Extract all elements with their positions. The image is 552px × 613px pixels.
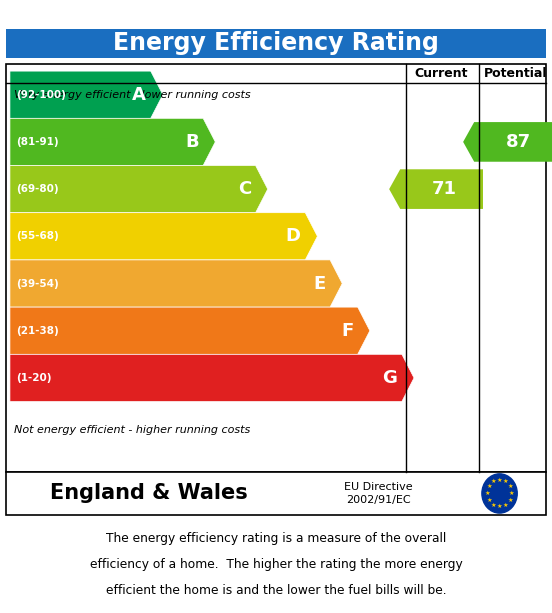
Polygon shape: [10, 118, 215, 166]
Text: Potential: Potential: [484, 67, 548, 80]
Text: A: A: [132, 86, 146, 104]
Bar: [6, 29, 546, 58]
Text: 71: 71: [432, 180, 457, 198]
Text: Not energy efficient - higher running costs: Not energy efficient - higher running co…: [14, 425, 250, 435]
Text: efficiency of a home.  The higher the rating the more energy: efficiency of a home. The higher the rat…: [89, 558, 463, 571]
Polygon shape: [463, 122, 552, 162]
Text: F: F: [341, 322, 353, 340]
Polygon shape: [10, 354, 414, 402]
Text: Energy Efficiency Rating: Energy Efficiency Rating: [113, 31, 439, 55]
Text: ★: ★: [507, 484, 513, 489]
Bar: [6, 472, 546, 515]
Text: (69-80): (69-80): [17, 184, 59, 194]
Text: The energy efficiency rating is a measure of the overall: The energy efficiency rating is a measur…: [106, 532, 446, 545]
Polygon shape: [10, 166, 268, 213]
Text: EU Directive
2002/91/EC: EU Directive 2002/91/EC: [344, 482, 412, 505]
Text: ★: ★: [491, 503, 496, 508]
Text: ★: ★: [486, 498, 492, 503]
Polygon shape: [10, 213, 317, 260]
Text: (55-68): (55-68): [17, 231, 59, 242]
Circle shape: [482, 474, 517, 513]
Text: Very energy efficient - lower running costs: Very energy efficient - lower running co…: [14, 90, 251, 100]
Text: (81-91): (81-91): [17, 137, 59, 147]
Text: England & Wales: England & Wales: [50, 484, 248, 503]
Text: ★: ★: [503, 503, 508, 508]
Text: ★: ★: [497, 478, 502, 482]
Bar: [6, 64, 546, 472]
Text: Current: Current: [415, 67, 468, 80]
Text: 87: 87: [506, 133, 531, 151]
Text: D: D: [286, 227, 301, 245]
Polygon shape: [10, 260, 342, 307]
Text: ★: ★: [507, 498, 513, 503]
Polygon shape: [10, 71, 163, 118]
Text: ★: ★: [491, 479, 496, 484]
Text: ★: ★: [509, 491, 514, 496]
Text: ★: ★: [503, 479, 508, 484]
Text: E: E: [314, 275, 326, 292]
Text: (39-54): (39-54): [17, 278, 59, 289]
Text: ★: ★: [497, 504, 502, 509]
Text: ★: ★: [486, 484, 492, 489]
Text: B: B: [185, 133, 199, 151]
Text: (92-100): (92-100): [17, 89, 66, 100]
Text: C: C: [238, 180, 251, 198]
Text: (1-20): (1-20): [17, 373, 52, 383]
Polygon shape: [10, 307, 370, 354]
Text: efficient the home is and the lower the fuel bills will be.: efficient the home is and the lower the …: [105, 584, 447, 596]
Text: ★: ★: [485, 491, 490, 496]
Polygon shape: [389, 169, 483, 209]
Text: G: G: [383, 369, 397, 387]
Text: (21-38): (21-38): [17, 326, 59, 336]
